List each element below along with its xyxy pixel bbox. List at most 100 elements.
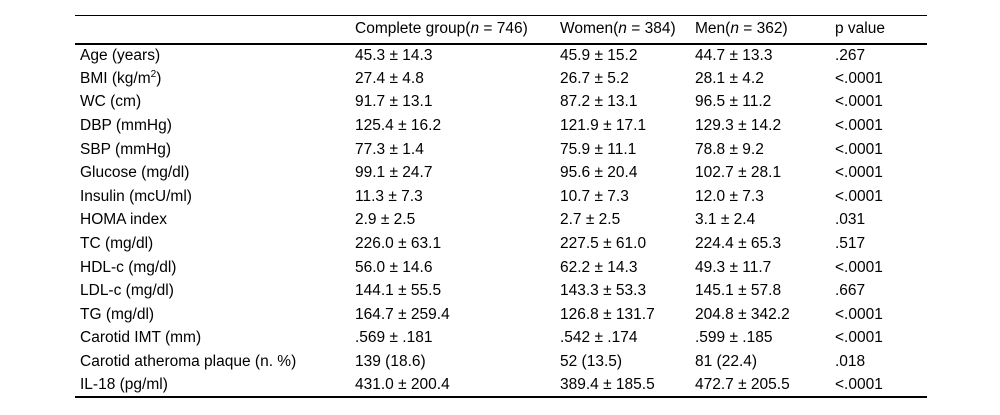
value-text: 129.3 ± 14.2: [695, 117, 782, 135]
row-label: Glucose (mg/dl): [75, 161, 355, 185]
value-text: 11.3 ± 7.3: [355, 187, 423, 205]
table-row: TC (mg/dl) 226.0 ± 63.1 227.5 ± 61.0 224…: [75, 232, 927, 256]
p-value: <.0001: [835, 138, 927, 162]
row-label-text: WC (cm): [80, 93, 142, 111]
value-text: 44.7 ± 13.3: [695, 46, 773, 64]
complete-group-value: 164.7 ± 259.4: [355, 303, 560, 327]
value-text: 3.1 ± 2.4: [695, 211, 756, 229]
value-text: 227.5 ± 61.0: [560, 235, 647, 253]
table-body: Age (years) 45.3 ± 14.3 45.9 ± 15.2 44.7…: [75, 44, 927, 398]
row-label: Insulin (mcU/ml): [75, 185, 355, 209]
header-text: Women(: [560, 20, 619, 38]
p-value: <.0001: [835, 161, 927, 185]
p-value: <.0001: [835, 67, 927, 91]
women-value: 143.3 ± 53.3: [560, 279, 695, 303]
women-value: 52 (13.5): [560, 350, 695, 374]
complete-group-value: 27.4 ± 4.8: [355, 67, 560, 91]
p-value: .018: [835, 350, 927, 374]
value-text: .542 ± .174: [560, 329, 638, 347]
value-text: 91.7 ± 13.1: [355, 93, 433, 111]
value-text: 204.8 ± 342.2: [695, 305, 790, 323]
row-label-text: Carotid IMT (mm): [80, 329, 202, 347]
value-text: 224.4 ± 65.3: [695, 235, 782, 253]
row-label: DBP (mmHg): [75, 114, 355, 138]
header-text: = 384): [626, 20, 676, 38]
row-label: BMI (kg/m2): [75, 67, 355, 91]
p-value: <.0001: [835, 303, 927, 327]
table-row: Age (years) 45.3 ± 14.3 45.9 ± 15.2 44.7…: [75, 44, 927, 68]
value-text: 144.1 ± 55.5: [355, 282, 442, 300]
value-text: 389.4 ± 185.5: [560, 376, 655, 394]
value-text: 96.5 ± 11.2: [695, 93, 772, 111]
table-row: SBP (mmHg) 77.3 ± 1.4 75.9 ± 11.1 78.8 ±…: [75, 138, 927, 162]
women-value: 10.7 ± 7.3: [560, 185, 695, 209]
row-label-text: TG (mg/dl): [80, 305, 155, 323]
value-text: 75.9 ± 11.1: [560, 140, 637, 158]
row-label-text: BMI (kg/m: [80, 69, 151, 87]
row-label-text: Glucose (mg/dl): [80, 164, 190, 182]
women-value: 389.4 ± 185.5: [560, 374, 695, 398]
value-text: 45.3 ± 14.3: [355, 46, 433, 64]
row-label: SBP (mmHg): [75, 138, 355, 162]
table-row: Carotid atheroma plaque (n. %) 139 (18.6…: [75, 350, 927, 374]
men-value: 102.7 ± 28.1: [695, 161, 835, 185]
row-label-text: SBP (mmHg): [80, 140, 172, 158]
complete-group-value: 144.1 ± 55.5: [355, 279, 560, 303]
value-text: <.0001: [835, 329, 883, 347]
p-value: .031: [835, 209, 927, 233]
men-value: 49.3 ± 11.7: [695, 256, 835, 280]
value-text: 49.3 ± 11.7: [695, 258, 772, 276]
header-text: Men(: [695, 20, 731, 38]
men-value: 44.7 ± 13.3: [695, 44, 835, 68]
value-text: .018: [835, 353, 866, 371]
value-text: 27.4 ± 4.8: [355, 69, 424, 87]
value-text: 139 (18.6): [355, 353, 426, 371]
row-label-superscript: 2: [150, 68, 157, 80]
value-text: 52 (13.5): [560, 353, 623, 371]
row-label: WC (cm): [75, 91, 355, 115]
row-label-text: IL-18 (pg/ml): [80, 376, 168, 394]
men-value: 81 (22.4): [695, 350, 835, 374]
row-label-text: LDL-c (mg/dl): [80, 282, 174, 300]
women-value: 95.6 ± 20.4: [560, 161, 695, 185]
value-text: <.0001: [835, 69, 883, 87]
p-value: .667: [835, 279, 927, 303]
table-row: BMI (kg/m2) 27.4 ± 4.8 26.7 ± 5.2 28.1 ±…: [75, 67, 927, 91]
men-value: 145.1 ± 57.8: [695, 279, 835, 303]
women-value: 62.2 ± 14.3: [560, 256, 695, 280]
value-text: .267: [835, 46, 866, 64]
header-complete-group: Complete group(n = 746): [355, 16, 560, 44]
complete-group-value: 91.7 ± 13.1: [355, 91, 560, 115]
value-text: <.0001: [835, 164, 883, 182]
value-text: 45.9 ± 15.2: [560, 46, 638, 64]
row-label-text: Insulin (mcU/ml): [80, 187, 192, 205]
men-value: 204.8 ± 342.2: [695, 303, 835, 327]
value-text: 145.1 ± 57.8: [695, 282, 782, 300]
row-label-text: Carotid atheroma plaque (n. %): [80, 353, 297, 371]
men-value: .599 ± .185: [695, 327, 835, 351]
row-label: TC (mg/dl): [75, 232, 355, 256]
table-row: WC (cm) 91.7 ± 13.1 87.2 ± 13.1 96.5 ± 1…: [75, 91, 927, 115]
value-text: .599 ± .185: [695, 329, 773, 347]
table-row: HDL-c (mg/dl) 56.0 ± 14.6 62.2 ± 14.3 49…: [75, 256, 927, 280]
table-header: Complete group(n = 746) Women(n = 384) M…: [75, 16, 927, 44]
men-value: 3.1 ± 2.4: [695, 209, 835, 233]
value-text: 56.0 ± 14.6: [355, 258, 433, 276]
baseline-characteristics-table: Complete group(n = 746) Women(n = 384) M…: [75, 15, 927, 399]
value-text: 125.4 ± 16.2: [355, 117, 442, 135]
header-text: = 746): [479, 20, 528, 38]
value-text: 472.7 ± 205.5: [695, 376, 790, 394]
value-text: 62.2 ± 14.3: [560, 258, 638, 276]
women-value: 87.2 ± 13.1: [560, 91, 695, 115]
p-value: <.0001: [835, 185, 927, 209]
value-text: <.0001: [835, 258, 883, 276]
women-value: 2.7 ± 2.5: [560, 209, 695, 233]
women-value: 45.9 ± 15.2: [560, 44, 695, 68]
complete-group-value: 139 (18.6): [355, 350, 560, 374]
row-label-text: TC (mg/dl): [80, 235, 154, 253]
value-text: .569 ± .181: [355, 329, 433, 347]
header-row: Complete group(n = 746) Women(n = 384) M…: [75, 16, 927, 44]
value-text: 99.1 ± 24.7: [355, 164, 433, 182]
row-label-text: HOMA index: [80, 211, 168, 229]
